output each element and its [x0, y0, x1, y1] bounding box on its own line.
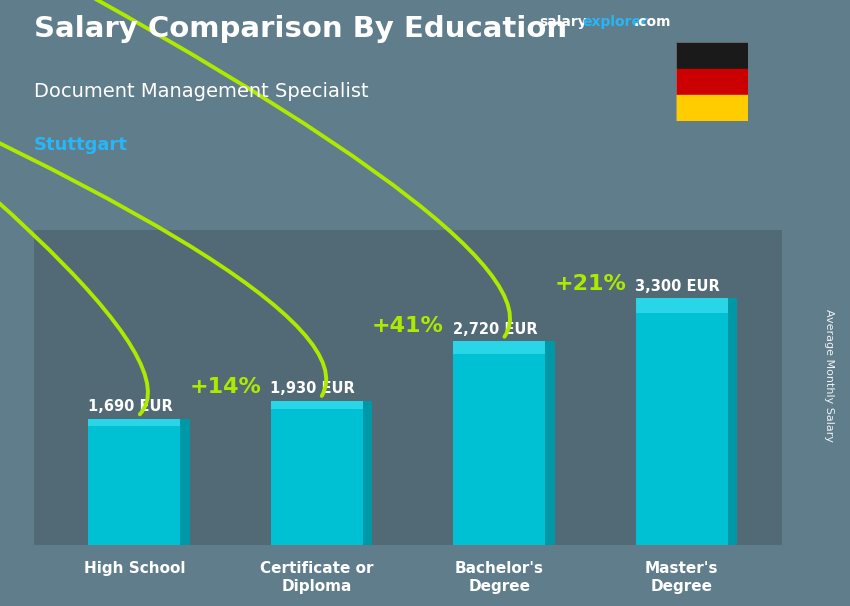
Text: Document Management Specialist: Document Management Specialist	[34, 82, 369, 101]
Bar	[270, 401, 363, 409]
Bar	[88, 419, 180, 545]
Bar	[636, 298, 728, 545]
Bar	[272, 401, 372, 545]
Text: 2,720 EUR: 2,720 EUR	[453, 322, 537, 337]
Text: +21%: +21%	[554, 275, 626, 295]
Text: +41%: +41%	[372, 316, 444, 336]
Text: 1,930 EUR: 1,930 EUR	[270, 381, 355, 396]
Text: Salary Comparison By Education: Salary Comparison By Education	[34, 15, 567, 43]
Bar	[676, 95, 748, 121]
Text: Average Monthly Salary: Average Monthly Salary	[824, 309, 834, 442]
Bar	[270, 401, 363, 545]
Text: 3,300 EUR: 3,300 EUR	[635, 279, 720, 294]
Text: +14%: +14%	[190, 377, 262, 397]
Bar	[676, 42, 748, 68]
Text: salary: salary	[540, 15, 587, 29]
Text: .com: .com	[633, 15, 671, 29]
Bar	[89, 419, 190, 545]
Text: explorer: explorer	[582, 15, 648, 29]
Bar	[676, 68, 748, 95]
Bar	[453, 341, 546, 353]
Text: 1,690 EUR: 1,690 EUR	[88, 399, 173, 415]
Bar	[453, 341, 546, 545]
Bar	[636, 298, 728, 313]
Bar	[88, 419, 180, 426]
Bar	[455, 341, 555, 545]
Text: Stuttgart: Stuttgart	[34, 136, 127, 155]
Bar	[637, 298, 737, 545]
